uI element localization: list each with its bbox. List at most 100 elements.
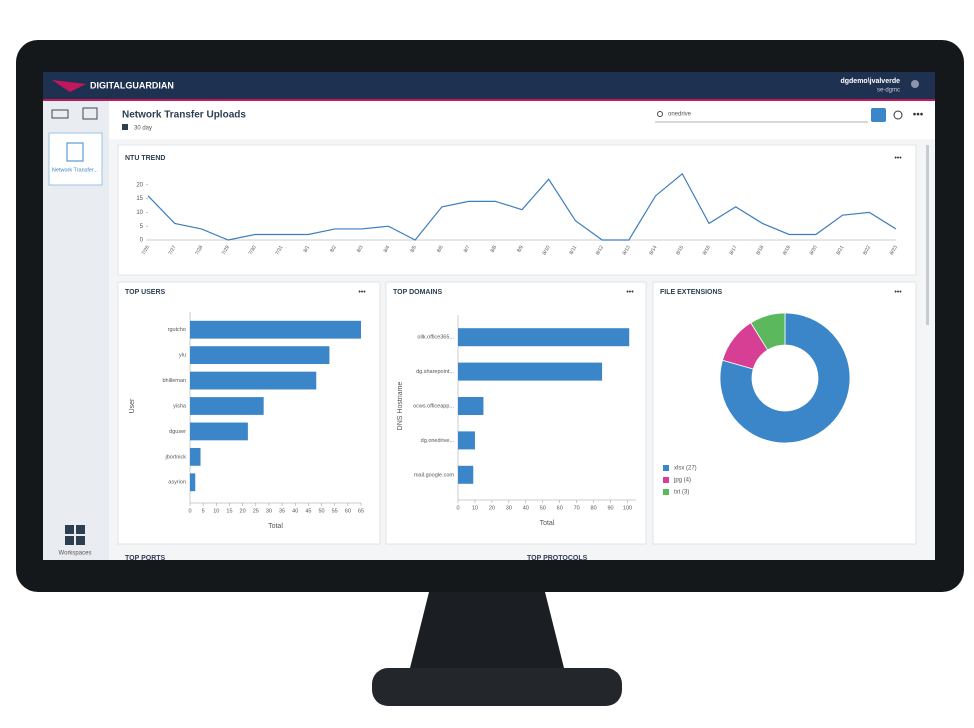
page-header	[109, 101, 935, 139]
bar	[190, 473, 196, 492]
panel	[385, 281, 647, 545]
x-tick-label: 80	[591, 505, 597, 511]
user-icon[interactable]	[911, 80, 919, 88]
pie-slice	[719, 312, 851, 444]
y-tick-label: yisha	[173, 403, 187, 409]
x-tick-label: 7/26	[141, 244, 151, 256]
x-tick-label: 7/30	[248, 244, 258, 256]
search-icon	[657, 111, 663, 117]
monitor-base	[372, 668, 622, 706]
bar	[190, 447, 201, 466]
x-tick-label: 0	[456, 505, 459, 511]
y-tick-label: dg.onedrive...	[421, 438, 455, 444]
tile-label: Network Transfer...	[52, 167, 99, 173]
panel-title: TOP USERS	[125, 289, 166, 296]
x-tick-label: 8/23	[889, 244, 899, 256]
header-bar	[43, 72, 935, 100]
y-axis-label: User	[129, 398, 136, 413]
legend-label: jpg (4)	[673, 478, 691, 484]
header-accent	[43, 99, 935, 101]
x-tick-label: 40	[292, 508, 298, 514]
panel	[117, 144, 917, 276]
x-tick-label: 7/27	[168, 244, 178, 256]
bar	[190, 397, 264, 415]
bar	[190, 422, 248, 441]
more-button[interactable]: •••	[913, 110, 924, 121]
x-tick-label: 5	[202, 508, 205, 514]
x-tick-label: 8/5	[409, 244, 418, 253]
x-tick-label: 30	[266, 508, 272, 514]
brand-logo	[52, 80, 86, 92]
y-tick-label: 5	[140, 224, 144, 230]
user-name[interactable]: dgdemo\jvalverde	[840, 78, 900, 85]
y-tick-label: 0	[140, 238, 144, 244]
panel-menu: •••	[358, 289, 366, 296]
x-tick-label: 70	[574, 505, 580, 511]
y-tick-label: 15	[136, 196, 143, 202]
x-tick-label: 15	[226, 508, 232, 514]
y-tick-label: rgutcho	[168, 327, 186, 333]
x-tick-label: 7/31	[274, 244, 284, 256]
pie-slice	[750, 312, 786, 351]
y-tick-label: 20	[136, 182, 143, 188]
x-tick-label: 40	[523, 505, 529, 511]
y-tick-label: bhilleman	[162, 378, 186, 384]
x-tick-label: 8/6	[436, 244, 445, 253]
x-tick-label: 100	[623, 505, 632, 511]
filter-button[interactable]	[871, 108, 886, 122]
y-tick-label: dguser	[169, 429, 186, 435]
y-tick-label: 10	[136, 210, 143, 216]
panel-menu: •••	[894, 289, 902, 296]
y-tick-label: jbortnick	[165, 454, 187, 460]
x-tick-label: 65	[358, 508, 364, 514]
x-tick-label: 7/29	[221, 244, 231, 256]
x-tick-label: 8/19	[782, 244, 792, 256]
bar	[190, 320, 361, 339]
y-tick-label: ollk.office365...	[417, 335, 454, 341]
refresh-button[interactable]	[893, 110, 903, 120]
brand: DIGITALGUARDIAN	[90, 80, 174, 90]
x-tick-label: 10	[213, 508, 219, 514]
period[interactable]: 30 day	[134, 126, 152, 132]
bar	[458, 431, 475, 450]
x-tick-label: 8/11	[568, 244, 578, 255]
x-tick-label: 8/3	[356, 244, 365, 253]
panel-title: TOP PROTOCOLS	[527, 555, 588, 562]
x-tick-label: 20	[240, 508, 246, 514]
server-name: se-dgmc	[877, 88, 900, 94]
chart-icon[interactable]	[82, 107, 98, 120]
workspaces-label[interactable]: Workspaces	[59, 551, 92, 557]
scrollbar[interactable]	[926, 145, 929, 325]
y-tick-label: mail.google.com	[414, 472, 454, 478]
filters-icon[interactable]	[51, 109, 69, 119]
legend-label: xlsx (27)	[674, 466, 697, 472]
x-tick-label: 45	[305, 508, 311, 514]
x-tick-label: 7/28	[194, 244, 204, 256]
x-tick-label: 8/14	[648, 244, 658, 256]
search-input[interactable]: onedrive	[668, 112, 692, 118]
x-tick-label: 8/22	[862, 244, 872, 256]
x-tick-label: 8/15	[675, 244, 685, 256]
x-tick-label: 8/8	[489, 244, 498, 253]
x-tick-label: 8/12	[595, 244, 605, 256]
x-tick-label: 0	[188, 508, 191, 514]
bar	[458, 362, 603, 381]
x-tick-label: 90	[608, 505, 614, 511]
bar	[190, 346, 330, 365]
workspace-tile[interactable]	[48, 132, 103, 186]
workspaces-icon[interactable]	[65, 525, 85, 545]
x-tick-label: 8/20	[809, 244, 819, 256]
legend-label: txt (3)	[674, 490, 689, 496]
legend-swatch	[663, 489, 669, 495]
x-tick-label: 35	[279, 508, 285, 514]
x-tick-label: 8/10	[542, 244, 552, 256]
x-tick-label: 8/13	[622, 244, 632, 256]
x-tick-label: 8/9	[516, 244, 525, 253]
x-tick-label: 8/18	[755, 244, 765, 256]
page-title: Network Transfer Uploads	[122, 110, 246, 121]
monitor-neck	[408, 588, 566, 676]
x-tick-label: 8/16	[702, 244, 712, 256]
y-tick-label: asyrion	[168, 480, 186, 486]
tile-icon	[66, 142, 84, 162]
x-axis-label: Total	[540, 520, 555, 527]
